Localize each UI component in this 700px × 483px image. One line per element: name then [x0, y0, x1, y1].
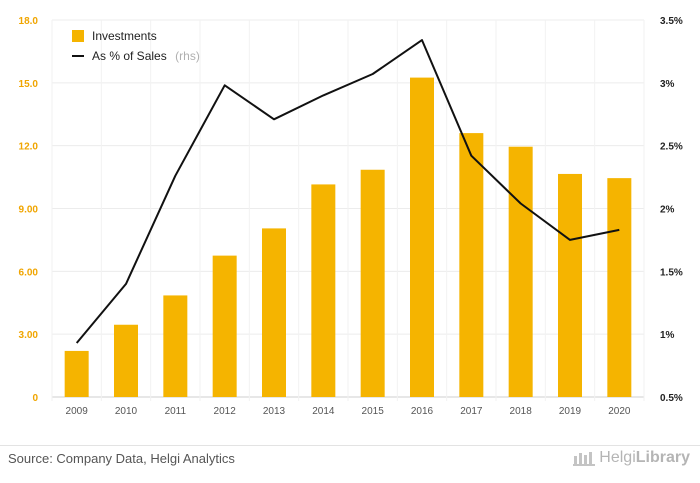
bar-2017: [459, 133, 484, 397]
right-tick-label: 1.5%: [660, 267, 683, 278]
bar-2019: [558, 173, 582, 397]
left-tick-label: 0: [32, 393, 38, 404]
left-tick-label: 3.00: [19, 330, 39, 341]
source-note: Source: Company Data, Helgi Analytics: [8, 451, 235, 466]
legend-swatch-investments: [72, 30, 84, 42]
bar-2013: [262, 228, 286, 397]
bar-2010: [114, 324, 138, 397]
grid-lines: [51, 19, 645, 401]
left-axis: 0 3.00 6.00 9.00 12.0 15.0 18.0: [19, 16, 39, 404]
bars-investments: [64, 77, 632, 397]
footer-divider: [0, 445, 700, 446]
x-tick-label: 2011: [165, 406, 187, 417]
x-tick-label: 2017: [460, 406, 483, 417]
left-tick-label: 15.0: [19, 79, 39, 90]
left-tick-label: 6.00: [19, 267, 39, 278]
brand-name: HelgiLibrary: [599, 449, 690, 466]
left-tick-label: 18.0: [19, 16, 39, 27]
right-tick-label: 0.5%: [660, 393, 683, 404]
legend-label-pct-of-sales: As % of Sales (rhs): [92, 47, 200, 64]
brand-logo: HelgiLibrary: [573, 449, 690, 467]
x-tick-label: 2019: [559, 406, 582, 417]
legend-label-investments: Investments: [92, 29, 157, 43]
bar-2012: [212, 255, 237, 397]
x-tick-label: 2016: [411, 406, 434, 417]
bar-2018: [508, 146, 533, 397]
right-tick-label: 3.5%: [660, 16, 683, 27]
right-tick-label: 1%: [660, 330, 675, 341]
left-tick-label: 12.0: [19, 142, 39, 153]
x-tick-label: 2020: [608, 406, 631, 417]
bar-2020: [607, 178, 632, 397]
left-tick-label: 9.00: [19, 205, 39, 216]
x-tick-label: 2018: [510, 406, 533, 417]
right-axis: 0.5% 1% 1.5% 2% 2.5% 3% 3.5%: [660, 16, 683, 404]
x-tick-label: 2012: [214, 406, 237, 417]
bar-2011: [163, 295, 188, 397]
chart: 0 3.00 6.00 9.00 12.0 15.0 18.0 0.5% 1% 1.5% 2% 2.…: [19, 16, 683, 417]
legend: Investments As % of Sales (rhs): [72, 29, 200, 64]
right-tick-label: 2%: [660, 205, 675, 216]
bar-2009: [64, 350, 89, 397]
bar-2014: [311, 184, 336, 397]
x-tick-label: 2010: [115, 406, 138, 417]
line-series-pct-of-sales: [75, 39, 620, 344]
helgi-library-logo-icon: [573, 452, 596, 466]
x-tick-label: 2015: [362, 406, 385, 417]
x-tick-label: 2014: [312, 406, 335, 417]
right-tick-label: 3%: [660, 79, 675, 90]
x-tick-label: 2009: [66, 406, 89, 417]
line-pct-of-sales: [75, 39, 620, 344]
bar-2016: [410, 77, 434, 397]
bar-2015: [360, 169, 385, 397]
right-tick-label: 2.5%: [660, 142, 683, 153]
x-axis: 2009 2010 2011 2012 2013 2014 2015 2016 2017 2018…: [66, 406, 631, 417]
x-tick-label: 2013: [263, 406, 286, 417]
